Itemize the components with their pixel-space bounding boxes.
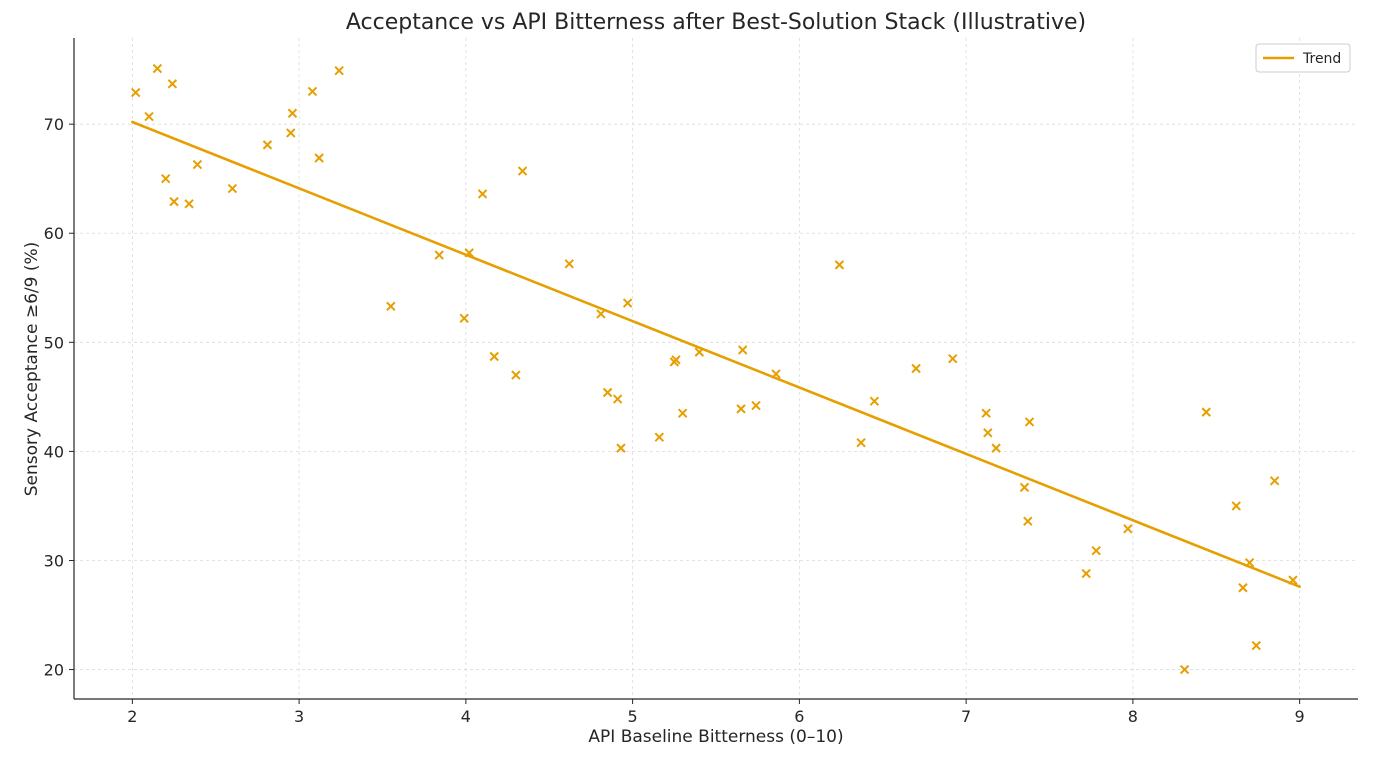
data-point <box>1201 407 1211 417</box>
data-point <box>511 370 521 380</box>
x-tick-label: 8 <box>1128 707 1138 726</box>
data-point <box>144 111 154 122</box>
data-point <box>1023 516 1033 526</box>
legend: Trend <box>1255 43 1351 73</box>
x-tick-label: 2 <box>127 707 137 726</box>
data-point <box>184 199 194 209</box>
data-point <box>911 363 921 374</box>
data-point <box>161 174 171 184</box>
data-point <box>262 140 273 150</box>
data-point <box>612 394 623 404</box>
trend-line <box>131 120 1301 588</box>
data-point <box>130 87 141 98</box>
x-tick-label: 9 <box>1295 707 1305 726</box>
data-point <box>334 66 344 76</box>
data-point <box>1081 568 1091 579</box>
data-point <box>307 86 318 97</box>
data-point <box>386 301 396 312</box>
chart-title: Acceptance vs API Bitterness after Best-… <box>346 10 1086 35</box>
data-point <box>192 159 203 170</box>
data-point <box>983 428 993 438</box>
x-axis-title: API Baseline Bitterness (0–10) <box>588 727 843 747</box>
data-point <box>1179 664 1190 675</box>
ticks-layer: 2 3 4 5 6 7 8 9 20 30 40 50 60 70 <box>44 115 1305 726</box>
data-point <box>167 79 178 89</box>
data-point <box>1251 640 1261 651</box>
data-point <box>477 189 488 199</box>
data-point <box>564 259 574 269</box>
data-point <box>489 351 499 362</box>
data-point <box>856 437 866 448</box>
y-tick-label: 30 <box>44 551 64 570</box>
data-point <box>622 298 633 308</box>
data-point <box>314 153 324 163</box>
trend-layer <box>131 120 1301 588</box>
data-point <box>736 404 746 414</box>
x-tick-label: 5 <box>628 707 638 726</box>
data-point <box>1024 417 1035 427</box>
data-point <box>671 355 681 365</box>
y-tick-label: 70 <box>44 115 64 134</box>
data-point <box>991 443 1001 453</box>
data-point <box>677 408 688 418</box>
axes-layer <box>73 38 1358 700</box>
data-point <box>616 443 626 453</box>
data-point <box>596 309 606 319</box>
points-layer <box>130 63 1298 675</box>
x-tick-label: 7 <box>961 707 971 726</box>
data-point <box>1019 482 1030 493</box>
data-point <box>1091 545 1101 556</box>
data-point <box>434 250 444 260</box>
x-tick-label: 4 <box>461 707 471 726</box>
y-axis-title: Sensory Acceptance ≥6/9 (%) <box>22 242 42 497</box>
data-point <box>654 432 665 442</box>
data-point <box>286 128 296 138</box>
data-point <box>737 345 748 355</box>
data-point <box>948 353 958 364</box>
data-point <box>169 196 179 207</box>
grid-layer <box>74 38 1358 699</box>
data-point <box>1123 524 1133 534</box>
y-tick-label: 20 <box>44 661 64 680</box>
data-point <box>602 387 613 398</box>
data-point <box>1238 583 1248 593</box>
data-point <box>834 260 845 270</box>
data-point <box>1269 476 1280 486</box>
data-point <box>517 166 528 176</box>
data-point <box>1231 501 1241 511</box>
x-tick-label: 6 <box>794 707 804 726</box>
legend-box <box>1255 43 1351 73</box>
data-point <box>227 183 238 194</box>
y-tick-label: 40 <box>44 442 64 461</box>
data-point <box>287 108 298 118</box>
data-point <box>869 396 880 406</box>
y-tick-label: 60 <box>44 224 64 243</box>
data-point <box>152 63 163 74</box>
legend-label-trend: Trend <box>1302 51 1341 67</box>
data-point <box>459 313 469 324</box>
data-point <box>981 408 991 418</box>
data-point <box>751 400 761 411</box>
x-tick-label: 3 <box>294 707 304 726</box>
y-tick-label: 50 <box>44 333 64 352</box>
